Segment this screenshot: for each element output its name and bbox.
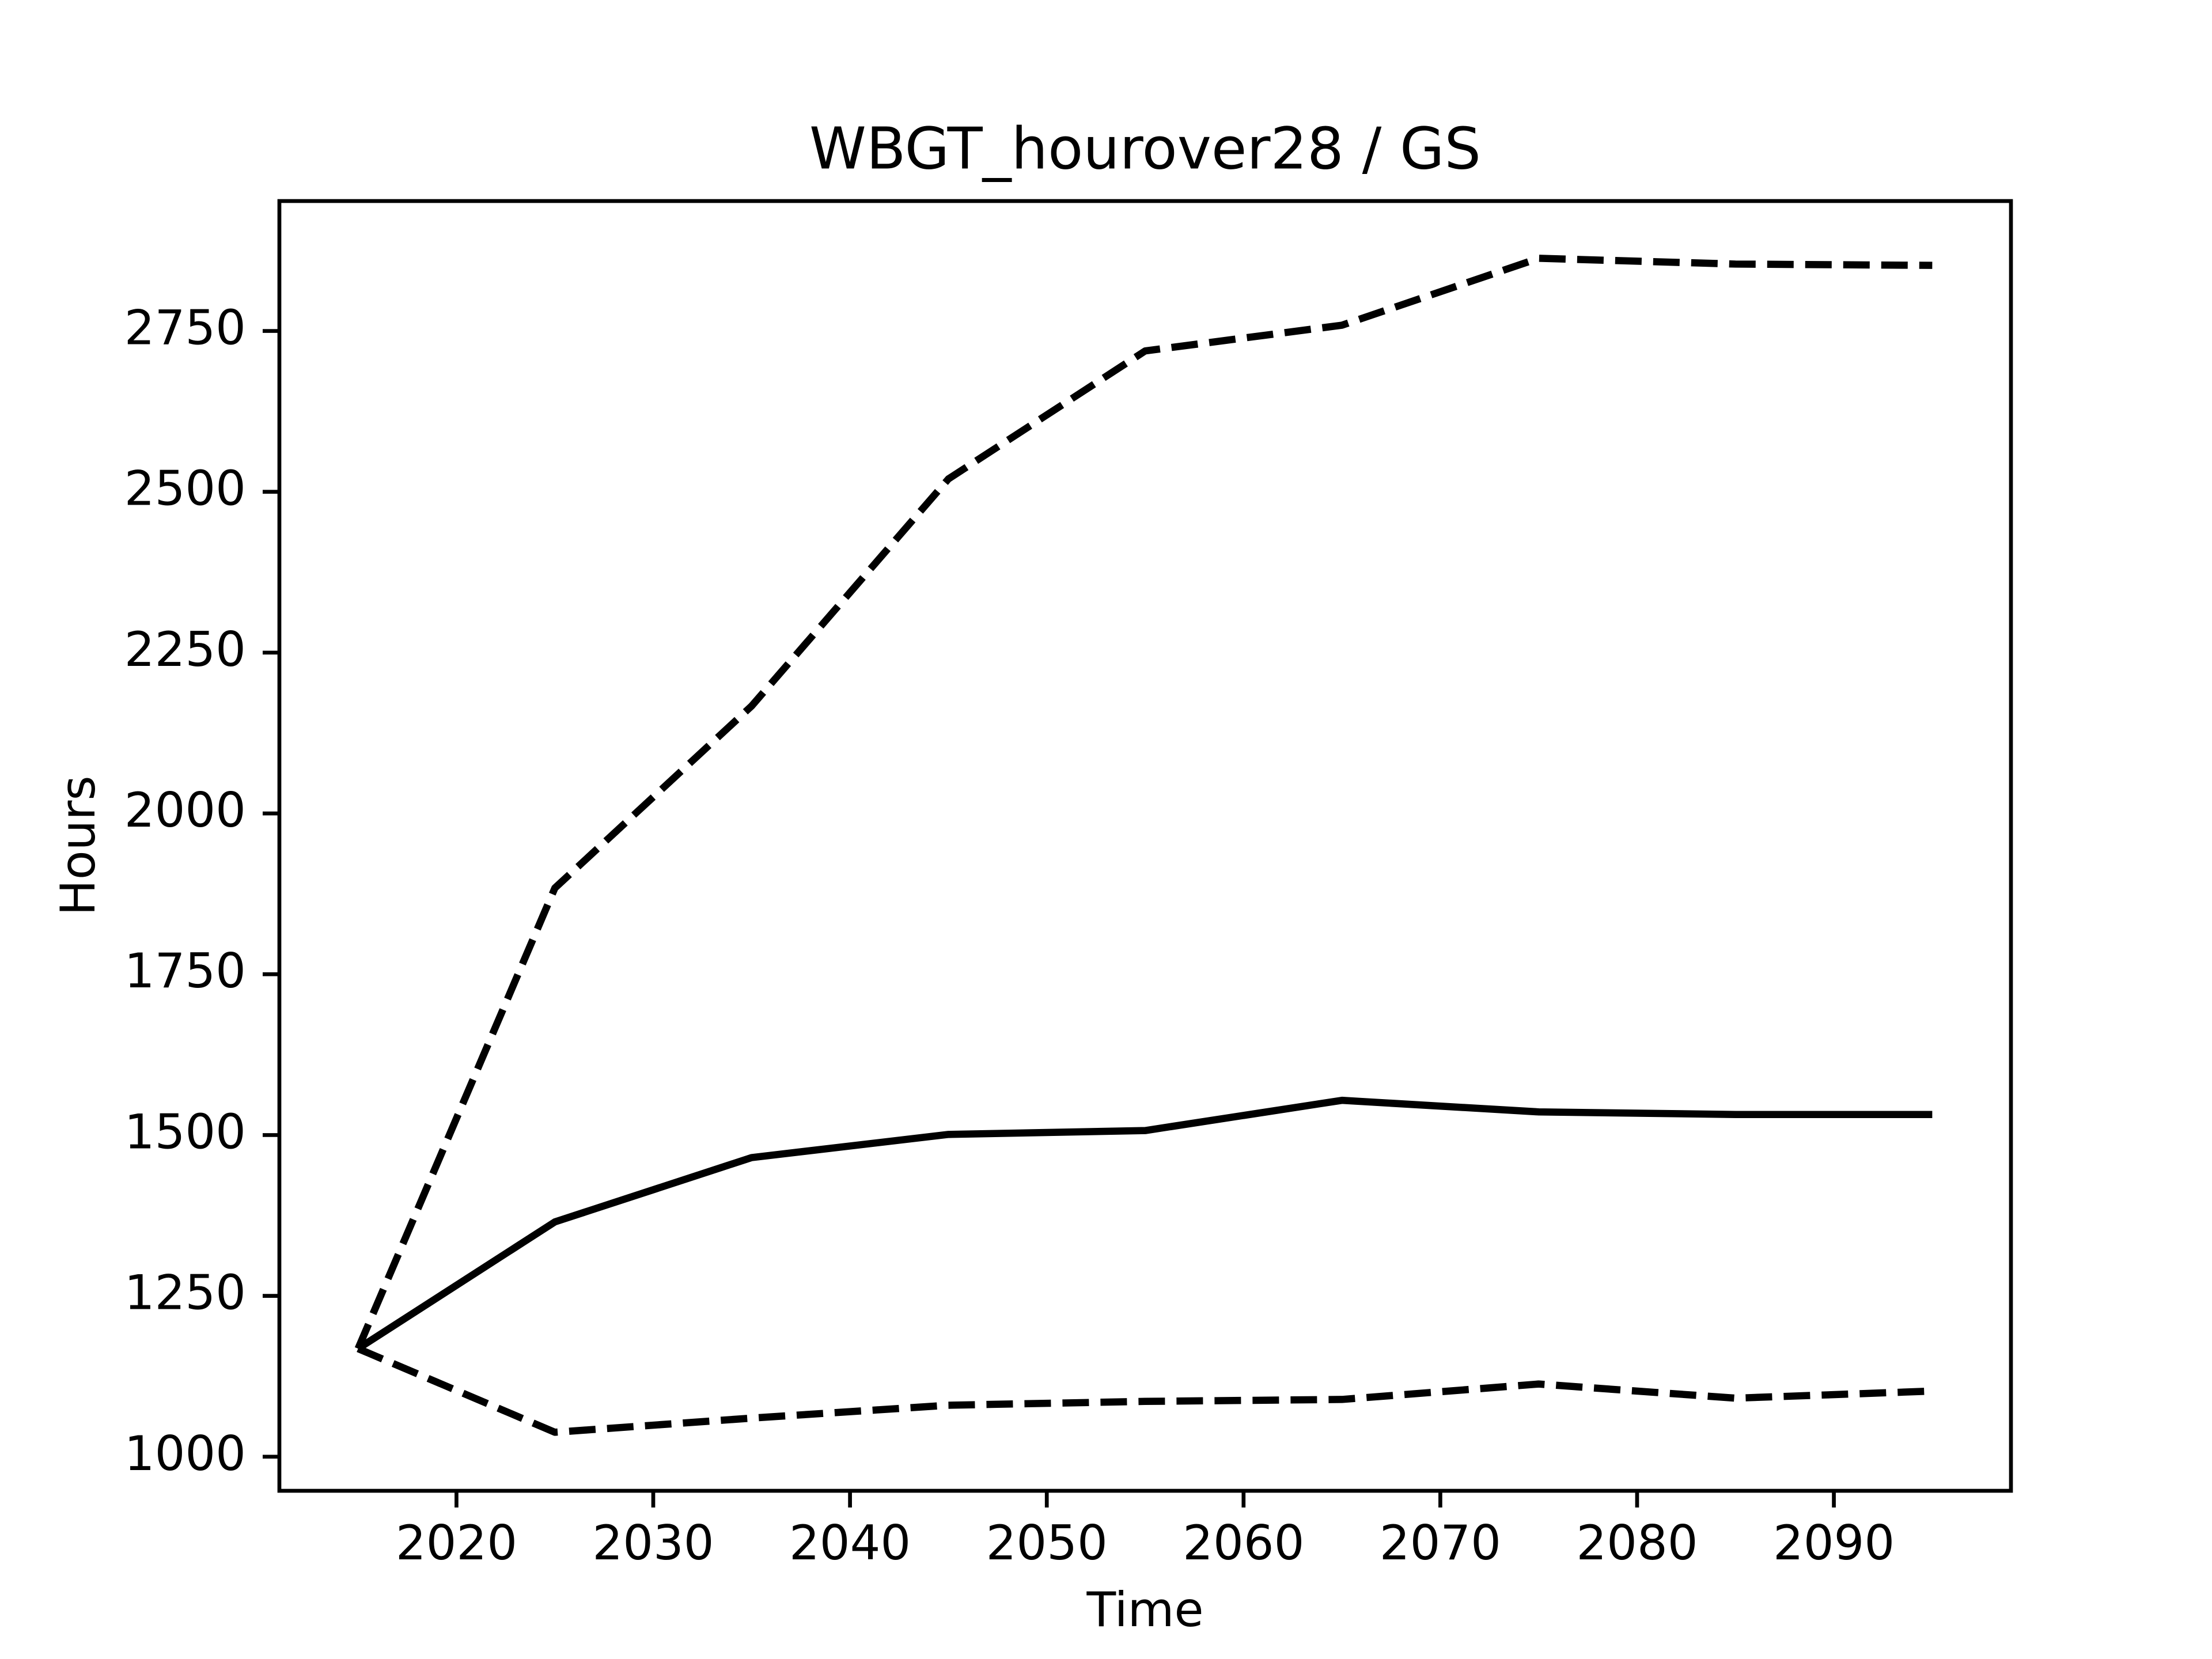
y-axis-label: Hours <box>50 775 106 915</box>
y-tick-label: 2500 <box>124 461 246 517</box>
x-tick-label: 2020 <box>396 1515 517 1571</box>
y-tick-label: 1250 <box>124 1265 246 1321</box>
x-axis-label: Time <box>1086 1582 1203 1638</box>
y-tick-label: 1750 <box>124 943 246 999</box>
x-tick-label: 2080 <box>1576 1515 1698 1571</box>
series-line <box>357 1345 1933 1436</box>
plot-frame <box>277 199 2013 1493</box>
x-tick-label: 2040 <box>789 1515 911 1571</box>
y-tick-label: 2250 <box>124 622 246 677</box>
y-tick-label: 1500 <box>124 1104 246 1160</box>
x-tick-label: 2090 <box>1773 1515 1895 1571</box>
y-tick-label: 2750 <box>124 300 246 356</box>
x-tick-label: 2050 <box>986 1515 1108 1571</box>
x-tick-label: 2030 <box>592 1515 714 1571</box>
x-tick-label: 2060 <box>1183 1515 1304 1571</box>
chart-title: WBGT_hourover28 / GS <box>809 115 1481 182</box>
series-line <box>356 1096 1933 1352</box>
x-tick-label: 2070 <box>1380 1515 1501 1571</box>
y-tick-label: 2000 <box>124 782 246 838</box>
y-tick-label: 1000 <box>124 1426 246 1482</box>
series-line <box>354 255 1933 1350</box>
